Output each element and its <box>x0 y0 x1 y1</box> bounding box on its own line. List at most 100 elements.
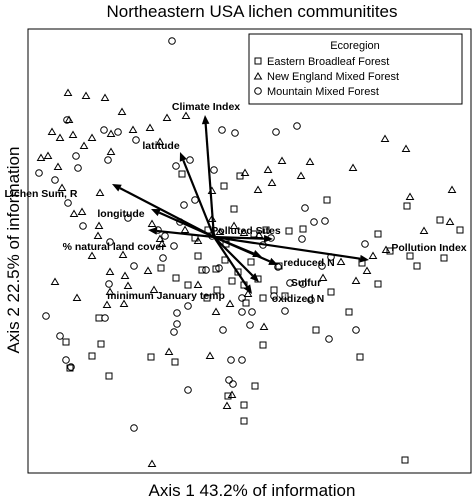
data-point-square <box>240 417 248 425</box>
data-point-triangle <box>222 401 232 409</box>
data-point-triangle <box>102 300 112 308</box>
data-point-triangle <box>106 147 116 155</box>
data-point-circle <box>104 156 112 164</box>
data-point-triangle <box>180 225 190 233</box>
vectors-layer: Climate Index latitude Lichen Sum, R longit… <box>5 101 467 305</box>
vector-arrowhead <box>249 272 259 282</box>
data-point-circle <box>124 214 132 222</box>
data-point-triangle <box>243 289 253 297</box>
data-point-square <box>234 268 242 276</box>
data-point-triangle <box>55 133 65 141</box>
data-point-triangle <box>211 307 221 315</box>
data-point-triangle <box>318 273 328 281</box>
data-point-square <box>262 226 270 234</box>
data-point-circle <box>101 314 109 322</box>
data-point-circle <box>238 308 246 316</box>
data-point-circle <box>67 363 75 371</box>
data-point-triangle <box>149 285 159 293</box>
data-point-circle <box>227 356 235 364</box>
data-point-triangle <box>143 266 153 274</box>
data-point-square <box>184 281 192 289</box>
vector-label: latitude <box>142 140 179 152</box>
data-point-triangle <box>336 257 346 265</box>
data-point-circle <box>231 129 239 137</box>
data-point-circle <box>202 266 210 274</box>
data-point-circle <box>170 328 178 336</box>
data-point-circle <box>218 126 226 134</box>
data-point-triangle <box>105 287 115 295</box>
vector-arrow <box>213 236 248 288</box>
data-point-circle <box>114 128 122 136</box>
data-point-triangle <box>296 171 306 179</box>
data-point-triangle <box>267 178 277 186</box>
data-point-circle <box>310 218 318 226</box>
legend-entry-mountain-mixed: Mountain Mixed Forest <box>267 86 379 98</box>
vector-label: minimum January temp <box>107 290 225 302</box>
data-point-triangle <box>105 267 115 275</box>
data-point-circle <box>186 156 194 164</box>
data-point-triangle <box>155 137 165 145</box>
data-point-circle <box>64 199 72 207</box>
data-point-triangle <box>351 276 361 284</box>
data-point-triangle <box>155 234 165 242</box>
data-point-circle <box>246 321 254 329</box>
data-point-square <box>194 252 202 260</box>
data-point-square <box>386 247 394 255</box>
legend-circle-marker <box>254 87 262 95</box>
vector-arrowhead <box>359 254 369 263</box>
data-point-triangle <box>227 390 237 398</box>
data-point-circle <box>293 122 301 130</box>
data-point-circle <box>210 166 218 174</box>
data-point-triangle <box>87 251 97 259</box>
data-point-triangle <box>128 125 138 133</box>
data-point-square <box>413 262 421 270</box>
data-point-triangle <box>381 245 391 253</box>
vector-arrow <box>213 235 361 260</box>
data-point-triangle <box>401 144 411 152</box>
vector-label: oxidized N <box>272 293 325 305</box>
data-point-circle <box>168 37 176 45</box>
data-point-square <box>299 225 307 233</box>
data-point-circle <box>229 380 237 388</box>
data-point-square <box>230 205 238 213</box>
legend-entry-new-england-mixed: New England Mixed Forest <box>267 71 399 83</box>
vector-arrow <box>158 211 215 239</box>
data-point-triangle <box>259 322 269 330</box>
data-point-triangle <box>240 168 250 176</box>
data-point-square <box>157 264 165 272</box>
vector-arrowhead <box>243 284 252 294</box>
vector-arrow <box>182 159 216 238</box>
data-point-square <box>456 226 464 234</box>
data-point-circle <box>172 162 180 170</box>
data-point-square <box>105 372 113 380</box>
data-point-square <box>147 353 155 361</box>
data-point-triangle <box>305 157 315 165</box>
data-point-square <box>374 280 382 288</box>
data-point-circle <box>35 169 43 177</box>
data-point-circle <box>159 254 167 262</box>
y-axis-label: Axis 2 22.5% of information <box>4 147 23 354</box>
data-point-triangle <box>72 293 82 301</box>
data-point-square <box>220 182 228 190</box>
data-point-circle <box>215 264 223 272</box>
data-point-circle <box>298 235 306 243</box>
data-point-triangle <box>147 219 157 227</box>
legend-triangle-marker <box>253 72 263 80</box>
data-point-square <box>88 352 96 360</box>
data-point-triangle <box>106 129 116 137</box>
data-point-square <box>406 252 414 260</box>
data-point-circle <box>274 263 282 271</box>
data-point-circle <box>42 312 50 320</box>
data-point-triangle <box>117 107 127 115</box>
data-point-square <box>242 299 250 307</box>
chart-title: Northeastern USA lichen communitites <box>106 2 397 21</box>
data-point-triangle <box>277 156 287 164</box>
data-point-triangle <box>100 93 110 101</box>
vector-arrow <box>156 229 215 239</box>
data-point-circle <box>361 240 369 248</box>
data-point-triangle <box>215 227 225 235</box>
data-point-triangle <box>87 133 97 141</box>
data-point-circle <box>184 386 192 394</box>
data-point-circle <box>225 376 233 384</box>
data-point-circle <box>74 164 82 172</box>
